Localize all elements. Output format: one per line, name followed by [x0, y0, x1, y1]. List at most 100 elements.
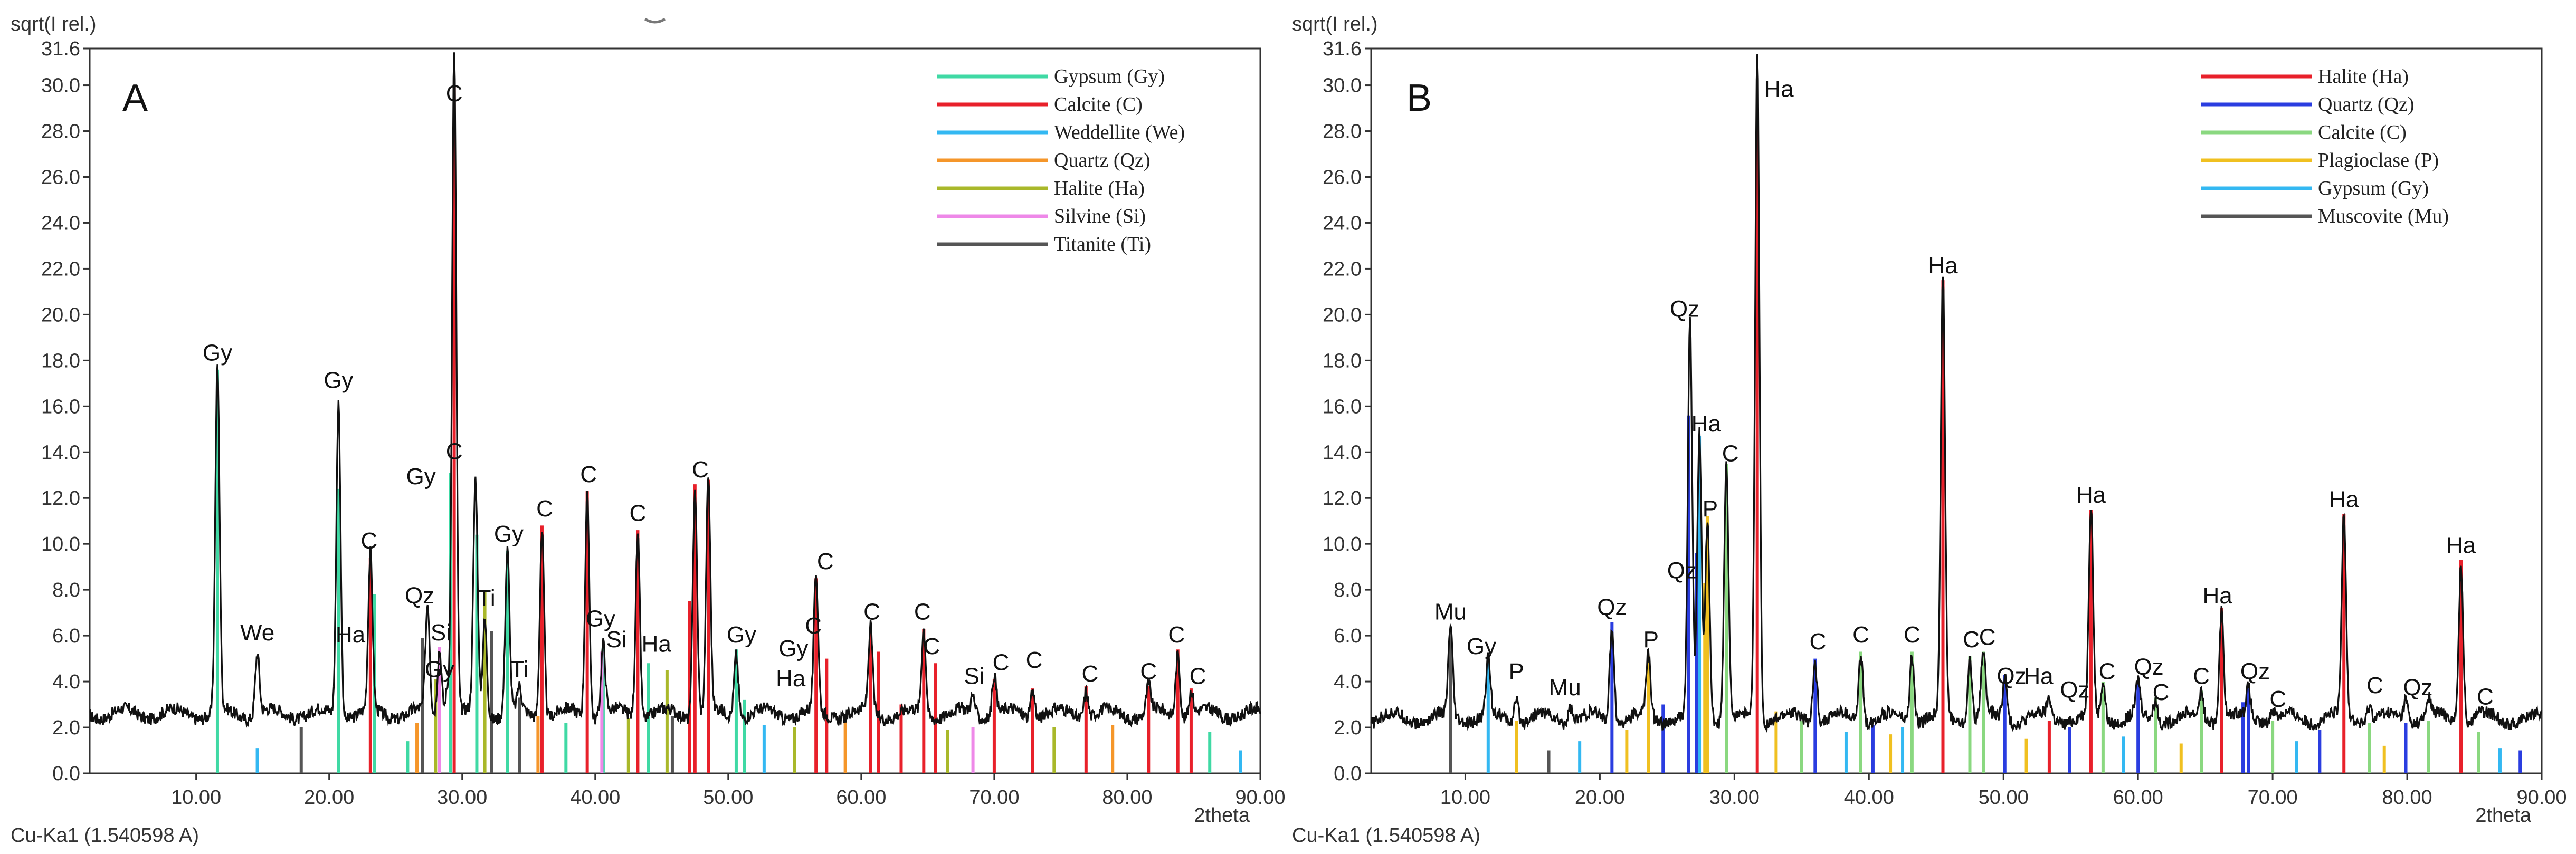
peak-label: Gy [324, 368, 353, 394]
peak-label: Qz [2134, 654, 2163, 680]
y-tick-label: 24.0 [1323, 212, 1362, 234]
peak-label: Mu [1434, 599, 1467, 625]
peak-label: C [1190, 663, 1206, 689]
legend-entry: Calcite (C) [1054, 93, 1143, 116]
peak-label: Gy [494, 521, 524, 547]
x-tick-label: 10.00 [1440, 786, 1490, 809]
peak-label: Qz [405, 583, 434, 609]
peak-label: C [446, 81, 463, 107]
y-tick-label: 31.6 [41, 38, 80, 60]
x-tick-label: 50.00 [1979, 786, 2029, 809]
peak-label: Ha [1928, 253, 1958, 279]
y-tick-label: 14.0 [41, 442, 80, 464]
peak-label: C [2477, 684, 2494, 710]
peak-label: C [446, 438, 463, 464]
x-tick-label: 90.00 [2516, 786, 2567, 809]
peak-label: Ha [1764, 76, 1794, 102]
peak-label: C [536, 496, 553, 522]
peak-label: Ha [642, 631, 672, 657]
peak-label: C [817, 549, 834, 574]
peak-label: Ha [776, 666, 806, 692]
y-tick-label: 10.0 [1323, 533, 1362, 555]
y-tick-label: 16.0 [41, 396, 80, 418]
peak-label: C [630, 501, 647, 526]
y-tick-label: 28.0 [1323, 121, 1362, 143]
peak-label: C [914, 599, 931, 625]
peak-label: Qz [2240, 659, 2270, 685]
x-tick-label: 60.00 [2113, 786, 2163, 809]
peak-label: Qz [2060, 677, 2089, 703]
legend-entry: Halite (Ha) [1054, 177, 1145, 199]
y-tick-label: 22.0 [1323, 258, 1362, 280]
y-tick-label: 20.0 [1323, 304, 1362, 326]
panel-label: B [1406, 77, 1432, 119]
peak-label: C [2193, 663, 2210, 689]
legend-entry: Weddellite (We) [1054, 121, 1185, 143]
plot-frame [1370, 47, 2543, 774]
y-tick-label: 2.0 [52, 717, 80, 739]
x-tick-label: 80.00 [2382, 786, 2432, 809]
peak-label: Gy [425, 656, 454, 682]
peak-label: Ti [510, 656, 529, 682]
x-tick-label: 80.00 [1102, 786, 1152, 809]
peak-label: C [2269, 686, 2286, 712]
x-tick-label: 40.00 [1844, 786, 1894, 809]
peak-label: Ha [2446, 533, 2476, 559]
peak-label: Gy [727, 622, 756, 648]
y-tick-label: 20.0 [41, 304, 80, 326]
legend-entry: Gypsum (Gy) [1054, 65, 1165, 88]
peak-label: P [1643, 627, 1659, 653]
peak-label: C [805, 613, 822, 639]
peak-label: C [1026, 647, 1043, 673]
y-tick-label: 2.0 [1334, 717, 1362, 739]
peak-label: C [580, 462, 597, 487]
y-tick-label: 10.0 [41, 533, 80, 555]
y-tick-label: 18.0 [41, 350, 80, 372]
peak-label: C [993, 649, 1010, 675]
peak-label: C [1904, 622, 1921, 648]
collapse-chevron-icon[interactable] [644, 17, 666, 24]
legend-entry: Quartz (Qz) [1054, 149, 1151, 171]
y-tick-label: 14.0 [1323, 442, 1362, 464]
peak-label: We [240, 620, 274, 646]
x-tick-label: 70.00 [969, 786, 1019, 809]
peak-label: C [1852, 622, 1869, 648]
legend: Gypsum (Gy) Calcite (C) Weddellite (We) Qua… [937, 65, 1185, 255]
peak-label: Gy [406, 464, 435, 490]
y-tick-label: 0.0 [52, 763, 80, 785]
x-tick-label: 30.00 [1709, 786, 1760, 809]
peak-label: C [692, 457, 709, 483]
radiation-label: Cu-Ka1 (1.540598 A) [1292, 824, 1480, 847]
y-tick-label: 0.0 [1334, 763, 1362, 785]
y-tick-label: 30.0 [41, 75, 80, 97]
x-tick-label: 30.00 [437, 786, 487, 809]
peak-label: C [1168, 622, 1185, 648]
peak-label: Ha [2023, 663, 2054, 689]
diffractogram-trace [1370, 54, 2543, 734]
peak-label: C [924, 634, 940, 659]
peak-label: Ha [2076, 482, 2106, 508]
peak-label: Qz [1667, 558, 1697, 583]
y-tick-label: 16.0 [1323, 396, 1362, 418]
peak-label: C [1963, 627, 1980, 653]
y-tick-label: 18.0 [1323, 350, 1362, 372]
x-tick-label: 70.00 [2248, 786, 2298, 809]
radiation-label: Cu-Ka1 (1.540598 A) [11, 824, 199, 847]
peak-label: C [1979, 625, 1996, 650]
x-axis-title: 2theta [2475, 804, 2532, 827]
y-tick-label: 8.0 [1334, 579, 1362, 601]
peak-label: P [1509, 659, 1524, 685]
y-tick-label: 28.0 [41, 121, 80, 143]
peak-label: Gy [203, 340, 232, 366]
peak-label: Mu [1549, 675, 1581, 701]
peak-label: C [863, 599, 880, 625]
x-tick-label: 40.00 [570, 786, 620, 809]
legend: Halite (Ha) Quartz (Qz) Calcite (C) Plagioc… [2201, 65, 2449, 227]
x-tick-label: 50.00 [703, 786, 753, 809]
plot-frame [89, 47, 1261, 774]
y-tick-label: 24.0 [41, 212, 80, 234]
x-axis-title: 2theta [1194, 804, 1250, 827]
peak-label: C [1081, 661, 1098, 687]
y-tick-label: 12.0 [1323, 487, 1362, 510]
